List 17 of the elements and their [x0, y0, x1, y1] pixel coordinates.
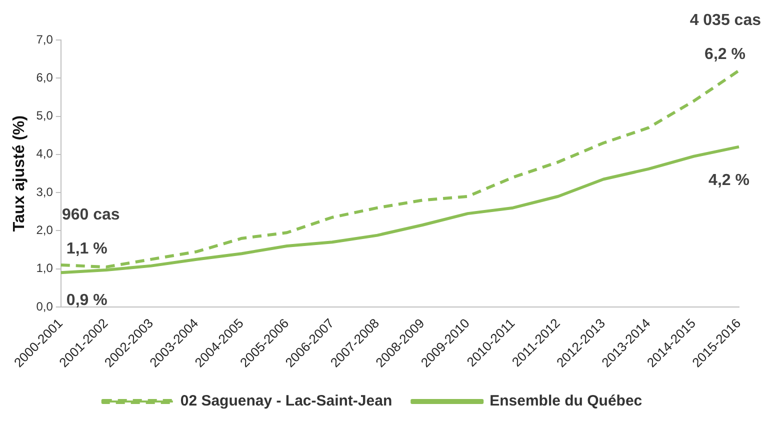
- legend-label: Ensemble du Québec: [490, 392, 642, 410]
- data-label: 4,2 %: [708, 172, 750, 190]
- y-tick-label: 3,0: [36, 184, 54, 199]
- y-tick-label: 2,0: [36, 223, 54, 238]
- y-tick-label: 5,0: [36, 108, 54, 123]
- y-tick-label: 1,0: [36, 261, 54, 276]
- annotation: 960 cas: [62, 206, 120, 224]
- data-label: 0,9 %: [66, 292, 108, 310]
- annotation: 4 035 cas: [690, 12, 762, 29]
- y-tick-label: 6,0: [36, 70, 54, 84]
- y-tick-label: 4,0: [36, 146, 54, 161]
- y-tick-label: 7,0: [36, 32, 54, 46]
- legend-label: 02 Saguenay - Lac-Saint-Jean: [180, 392, 392, 410]
- y-axis-title: Taux ajusté (%): [11, 115, 28, 232]
- y-tick-label: 0,0: [36, 299, 54, 314]
- data-label: 1,1 %: [66, 240, 108, 258]
- data-label: 6,2 %: [704, 46, 746, 63]
